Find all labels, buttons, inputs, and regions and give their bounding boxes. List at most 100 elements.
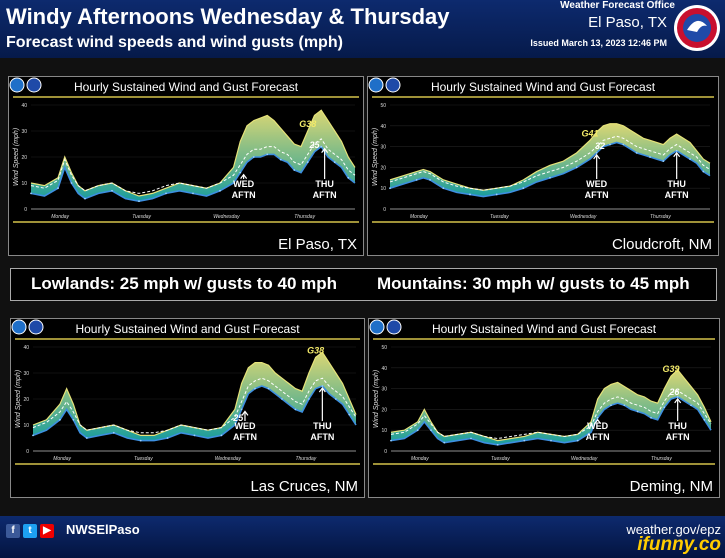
sustained-point [443,441,446,444]
annotation-arrowhead [594,418,602,425]
chart-title: Hourly Sustained Wind and Gust Forecast [73,80,299,94]
sustained-point [430,429,432,432]
sustained-point [636,410,639,413]
sustained-point [610,404,612,407]
chart-panel-deming: Hourly Sustained Wind and Gust Forecast … [368,318,720,498]
location-label: El Paso, TX [278,236,357,253]
y-tick-label: 0 [26,449,29,455]
noaa-nws-logos-icon [9,77,42,93]
day-tick-label: Tuesday [491,456,510,462]
annotation-arrowhead [321,147,329,153]
chart-panel-el-paso: Hourly Sustained Wind and Gust Forecast … [8,76,364,256]
sustained-point [348,413,351,416]
ifunny-watermark: ifunny.co [637,534,721,555]
annotation-word: AFTN [313,190,337,200]
y-tick-label: 30 [380,145,386,151]
sustained-point [523,439,526,442]
annotation-word: WED [234,421,255,431]
chart-panel-cloudcroft: Hourly Sustained Wind and Gust Forecast … [367,76,719,256]
chart-title: Hourly Sustained Wind and Gust Forecast [75,322,300,336]
y-axis-label: Wind Speed (mph) [373,370,380,428]
website-link[interactable]: weather.gov/epz [626,522,721,537]
sustained-point [663,406,666,409]
annotation-word: THU [668,421,687,431]
y-axis-label: Wind Speed (mph) [15,370,22,428]
gust-band [31,110,355,202]
sustained-point [294,408,297,411]
sustained-point [70,182,73,184]
sustained-point [609,143,611,146]
sustained-point [166,437,169,439]
sustained-point [57,187,59,190]
chart-panel-las-cruces: Hourly Sustained Wind and Gust Forecast … [10,318,365,498]
sustained-point [415,178,418,181]
upper-sustained-line [32,377,357,434]
sustained-point [469,193,471,196]
social-handle[interactable]: NWSElPaso [66,522,140,537]
annotation-label: THU AFTN [310,421,334,442]
annotation-word: AFTN [586,432,610,442]
youtube-icon[interactable]: ▶ [40,524,54,538]
social-links: f t ▶ [6,524,54,538]
annotation-label: WED AFTN [232,179,256,200]
y-tick-label: 40 [23,345,29,351]
annotation-label: THU AFTN [666,421,690,442]
upper-sustained-line [390,390,712,440]
sustained-point [389,187,391,190]
day-tick-label: Thursday [295,456,316,462]
mountains-summary: Mountains: 30 mph w/ gusts to 45 mph [377,274,690,293]
y-tick-label: 20 [21,155,27,161]
sustained-point [334,398,337,400]
gust-line [389,123,711,191]
sustained-point [470,437,472,440]
wind-chart-cloudcroft: 0 10 20 30 40 50 Wind Speed (mph) Monday Tuesday… [372,96,714,223]
day-tick-label: Monday [410,214,428,220]
upper-sustained-line [389,135,711,191]
chart-title: Hourly Sustained Wind and Gust Forecast [431,322,657,336]
sustained-point [622,143,625,146]
sustained-point [429,178,431,181]
sustained-point [495,193,498,196]
sustained-point [254,387,256,390]
sustained-point [595,151,598,154]
sustained-point [321,385,324,387]
annotation-word: WED [586,179,607,189]
sustained-point [84,197,86,200]
day-tick-label: Wednesday [213,214,240,220]
y-tick-label: 40 [21,103,27,109]
peak-label: G39 [662,364,679,374]
sustained-point [252,156,255,158]
facebook-icon[interactable]: f [6,524,20,538]
sustained-point [690,404,692,407]
office-label: Weather Forecast Office [560,0,675,11]
sustained-point [522,187,525,190]
annotation-arrowhead [240,173,248,179]
chart-title: Hourly Sustained Wind and Gust Forecast [430,80,656,94]
day-tick-label: Wednesday [215,456,242,462]
peak-label: G38 [307,345,324,355]
wind-chart-las-cruces: 0 10 20 30 40 Wind Speed (mph) Monday Tuesday We… [15,338,360,465]
day-tick-label: Thursday [294,214,315,220]
wind-chart-deming: 0 10 20 30 40 50 Wind Speed (mph) Monday Tuesday… [373,338,715,465]
peak-label: G41 [581,128,598,138]
annotation-label: WED AFTN [233,421,257,442]
sustained-point [675,149,678,152]
sustained-point [85,437,88,439]
annotation-label: WED AFTN [586,421,610,442]
header-bar: Windy Afternoons Wednesday & Thursday Fo… [0,0,725,58]
page-subtitle: Forecast wind speeds and wind gusts (mph… [6,34,343,51]
sustained-line [389,141,711,198]
sustained-point [333,161,336,164]
page-title: Windy Afternoons Wednesday & Thursday [6,4,450,29]
annotation-word: THU [667,179,686,189]
y-tick-label: 30 [21,129,27,135]
y-axis-label: Wind Speed (mph) [372,128,379,186]
y-tick-label: 50 [381,345,387,351]
location-label: Deming, NM [629,478,713,495]
day-tick-label: Monday [51,214,69,220]
sustained-point [635,151,638,154]
twitter-icon[interactable]: t [23,524,37,538]
sustained-line [32,385,357,442]
sustained-point [192,192,194,195]
sustained-point [320,145,323,148]
